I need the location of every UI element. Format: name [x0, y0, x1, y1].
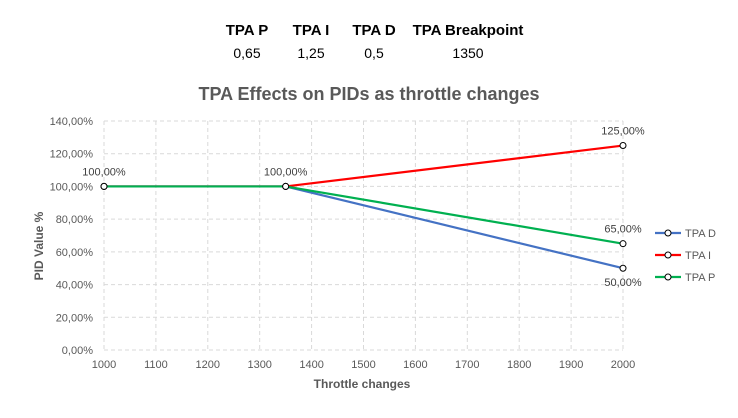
- x-tick-label: 1700: [455, 359, 479, 371]
- tpa-d-header: TPA D: [352, 22, 396, 39]
- data-point-marker: [619, 264, 627, 272]
- legend-marker: [664, 251, 672, 259]
- axis-ticks: 1000 1100 1200 1300 1400 1500 1600 1700 1800 1900…: [50, 116, 636, 371]
- legend-label: TPA P: [685, 272, 715, 284]
- y-tick-label: 120,00%: [50, 149, 94, 161]
- data-point-marker: [619, 240, 627, 248]
- tpa-i-header: TPA I: [292, 22, 330, 39]
- data-label: 65,00%: [604, 224, 642, 236]
- y-tick-label: 60,00%: [56, 247, 94, 259]
- legend-marker: [664, 273, 672, 281]
- legend-label: TPA I: [685, 250, 711, 262]
- y-tick-label: 20,00%: [56, 312, 94, 324]
- series-markers: [100, 142, 627, 272]
- tpa-breakpoint-header: TPA Breakpoint: [412, 22, 524, 39]
- tpa-parameters: TPA P TPA I TPA D TPA Breakpoint 0,65 1,…: [0, 0, 738, 70]
- x-tick-label: 1500: [351, 359, 375, 371]
- data-point-marker: [100, 182, 108, 190]
- y-tick-label: 140,00%: [50, 116, 94, 128]
- data-label: 100,00%: [264, 166, 308, 178]
- x-tick-label: 1100: [144, 359, 168, 371]
- tpa-i-value: 1,25: [297, 45, 325, 61]
- legend: TPA D TPA I TPA P: [655, 228, 716, 284]
- x-axis-title: Throttle changes: [314, 377, 411, 391]
- x-tick-label: 1600: [403, 359, 427, 371]
- legend-label: TPA D: [685, 228, 716, 240]
- x-tick-label: 1300: [247, 359, 271, 371]
- x-tick-label: 1000: [92, 359, 116, 371]
- y-axis-title: PID Value %: [32, 211, 46, 280]
- y-tick-label: 80,00%: [56, 214, 94, 226]
- chart-title: TPA Effects on PIDs as throttle changes: [198, 84, 539, 104]
- tpa-p-header: TPA P: [225, 22, 269, 39]
- data-label: 100,00%: [82, 166, 126, 178]
- x-tick-label: 1400: [299, 359, 323, 371]
- y-tick-label: 40,00%: [56, 280, 94, 292]
- x-tick-label: 1800: [507, 359, 531, 371]
- data-label: 50,00%: [604, 277, 642, 289]
- data-point-marker: [619, 142, 627, 150]
- x-tick-label: 1900: [559, 359, 583, 371]
- tpa-p-value: 0,65: [233, 45, 261, 61]
- tpa-breakpoint-value: 1350: [452, 45, 484, 61]
- data-labels: 100,00% 100,00% 125,00% 65,00% 50,00%: [82, 126, 645, 290]
- tpa-d-value: 0,5: [364, 45, 384, 61]
- legend-marker: [664, 229, 672, 237]
- x-tick-label: 2000: [611, 359, 635, 371]
- y-tick-label: 0,00%: [62, 345, 93, 357]
- y-tick-label: 100,00%: [50, 181, 94, 193]
- x-tick-label: 1200: [196, 359, 220, 371]
- data-point-marker: [282, 182, 290, 190]
- data-label: 125,00%: [601, 126, 645, 138]
